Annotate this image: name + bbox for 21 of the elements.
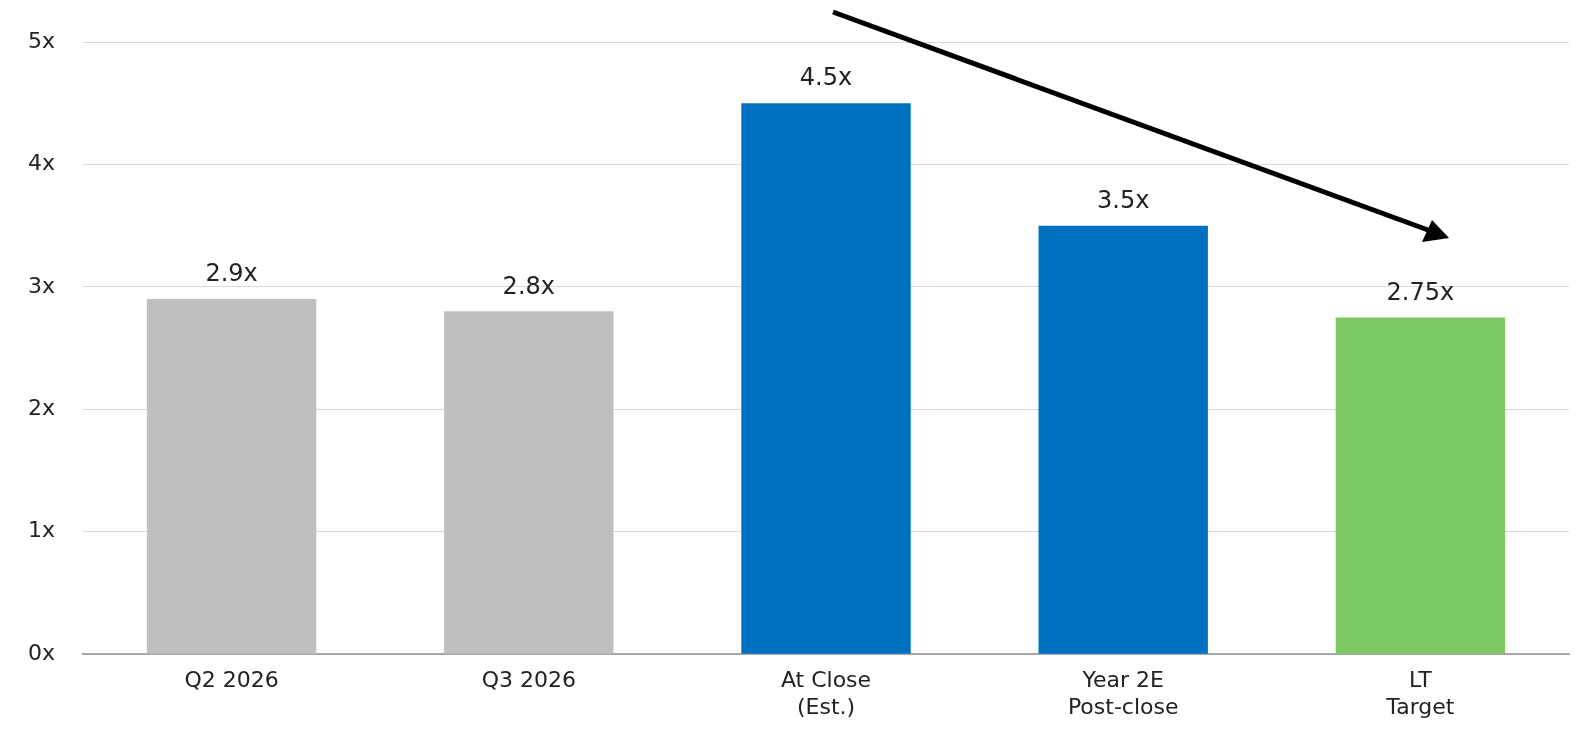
data-label: 4.5x [799, 63, 853, 92]
bar [1038, 225, 1208, 654]
x-tick-label: Q2 2026 [184, 667, 279, 693]
bar [146, 299, 317, 654]
bar [741, 103, 911, 654]
y-tick-label: 1x [27, 517, 56, 543]
bar [1335, 317, 1506, 654]
y-tick-label: 2x [27, 395, 56, 421]
x-tick-label: At Close (Est.) [780, 667, 872, 719]
y-tick-label: 0x [27, 639, 56, 665]
y-tick-label: 4x [27, 150, 56, 176]
x-tick-label: Year 2E Post-close [1067, 667, 1179, 719]
x-tick-label: LT Target [1385, 667, 1455, 719]
y-tick-label: 5x [27, 27, 56, 53]
x-tick-label: Q3 2026 [481, 667, 576, 693]
data-label: 3.5x [1097, 185, 1150, 214]
y-tick-label: 3x [27, 272, 56, 298]
bar [444, 311, 614, 654]
data-label: 2.8x [502, 271, 555, 300]
data-label: 2.9x [205, 259, 258, 288]
data-label: 2.75x [1386, 277, 1455, 306]
